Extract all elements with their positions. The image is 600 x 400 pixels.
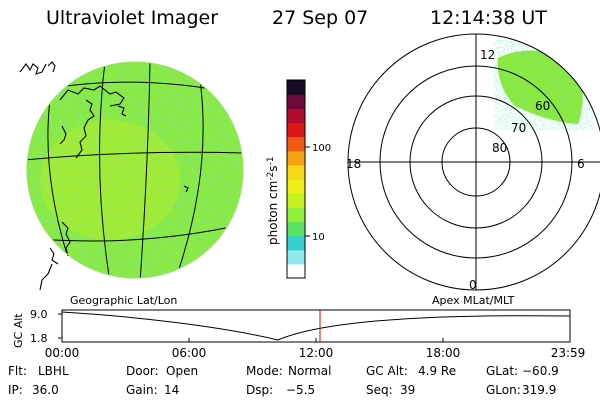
observation-date: 27 Sep 07 xyxy=(272,7,368,29)
apex-frame-label: Apex MLat/MLT xyxy=(432,294,515,307)
timeline-xtick-2359: 23:59 xyxy=(551,346,586,360)
altitude-curve xyxy=(61,311,571,341)
status-readout: Flt: LBHL Door: Open Mode: Normal GC Alt… xyxy=(8,364,559,397)
mlat-label-80: 80 xyxy=(492,141,507,155)
colorbar-band xyxy=(287,150,305,166)
colorbar-gradient xyxy=(287,80,305,279)
status-flt-value: LBHL xyxy=(38,364,69,378)
observation-time: 12:14:38 UT xyxy=(430,7,547,29)
colorbar-band xyxy=(287,193,305,208)
timeline-xtick-1800: 18:00 xyxy=(426,346,461,360)
status-door-label: Door: xyxy=(126,364,159,378)
colorbar-band xyxy=(287,136,305,152)
status-ip-label: IP: xyxy=(8,383,23,397)
colorbar-band xyxy=(287,80,305,95)
mlt-label-18: 18 xyxy=(346,157,361,171)
status-gain-value: 14 xyxy=(164,383,179,397)
status-glat-value: −60.9 xyxy=(522,364,559,378)
status-glon-value: 319.9 xyxy=(522,383,556,397)
earth-image-panel xyxy=(19,61,244,291)
colorbar-band xyxy=(287,235,305,251)
status-door-value: Open xyxy=(166,364,198,378)
status-gcalt-label: GC Alt: xyxy=(366,364,408,378)
coastline-outline xyxy=(19,61,189,291)
status-flt-label: Flt: xyxy=(8,364,27,378)
mlt-label-6: 6 xyxy=(577,157,585,171)
timeline-ytick-9: 9.0 xyxy=(30,308,48,321)
timeline-ytick-1-8: 1.8 xyxy=(30,332,48,345)
status-gcalt-value: 4.9 Re xyxy=(418,364,456,378)
status-glon-label: GLon: xyxy=(486,383,521,397)
instrument-title: Ultraviolet Imager xyxy=(46,7,218,29)
colorbar-band xyxy=(287,164,305,180)
status-dsp-value: −5.5 xyxy=(286,383,315,397)
status-seq-value: 39 xyxy=(400,383,415,397)
colorbar-band xyxy=(287,263,305,279)
colorbar-band xyxy=(287,221,305,237)
earth-highlight xyxy=(40,120,180,240)
timeline-xtick-1200: 12:00 xyxy=(299,346,334,360)
mlat-label-70: 70 xyxy=(511,121,526,135)
status-gain-label: Gain: xyxy=(126,383,158,397)
colorbar-tick-100: 100 xyxy=(312,143,331,154)
colorbar-band xyxy=(287,94,305,109)
timeline-xtick-0000: 00:00 xyxy=(45,346,80,360)
colorbar-tick-10: 10 xyxy=(312,232,325,243)
colorbar-units: photon cm-2s-1 xyxy=(266,156,280,245)
status-mode-value: Normal xyxy=(288,364,331,378)
polar-auroral-data xyxy=(494,40,594,130)
colorbar-band xyxy=(287,249,305,265)
colorbar: 100 10 photon cm-2s-1 xyxy=(266,79,331,279)
mlat-label-60: 60 xyxy=(535,99,550,113)
timeline-ylabel: GC Alt xyxy=(12,313,25,348)
mlt-label-0: 0 xyxy=(469,278,477,292)
status-ip-value: 36.0 xyxy=(32,383,59,397)
altitude-timeline: GC Alt 9.0 1.8 00:00 06:00 12:00 18:00 2… xyxy=(12,308,585,360)
status-mode-label: Mode: xyxy=(246,364,283,378)
colorbar-band xyxy=(287,207,305,223)
status-dsp-label: Dsp: xyxy=(246,383,273,397)
mlt-label-12: 12 xyxy=(480,48,495,62)
polar-grid xyxy=(347,33,600,291)
geographic-frame-label: Geographic Lat/Lon xyxy=(70,294,177,307)
status-seq-label: Seq: xyxy=(366,383,393,397)
polar-panel: 12 18 6 0 80 70 60 xyxy=(346,33,600,292)
status-glat-label: GLat: xyxy=(486,364,518,378)
colorbar-band xyxy=(287,179,305,194)
colorbar-band xyxy=(287,108,305,124)
colorbar-band xyxy=(287,122,305,138)
timeline-xtick-0600: 06:00 xyxy=(172,346,207,360)
